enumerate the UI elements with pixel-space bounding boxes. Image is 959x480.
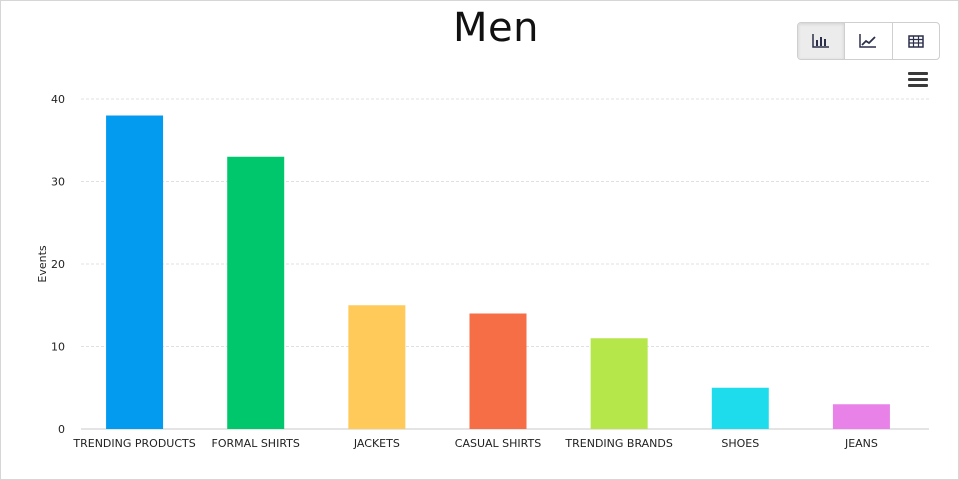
bar-chart-button[interactable] <box>798 23 846 59</box>
bar[interactable] <box>590 338 648 429</box>
y-axis-labels: 0 10 20 30 40 <box>51 93 65 436</box>
chart-title: Men <box>453 5 539 51</box>
x-tick-label: TRENDING PRODUCTS <box>72 437 195 450</box>
bar[interactable] <box>348 305 406 429</box>
x-tick-label: SHOES <box>721 437 759 450</box>
bars <box>106 115 890 430</box>
y-tick-label: 20 <box>51 258 65 271</box>
y-tick-label: 40 <box>51 93 65 106</box>
table-view-button[interactable] <box>893 23 939 59</box>
table-icon <box>908 34 924 48</box>
hamburger-menu-icon[interactable] <box>908 72 928 90</box>
bar-chart-icon <box>812 34 830 48</box>
line-chart-icon <box>859 34 877 48</box>
bar[interactable] <box>106 115 164 430</box>
chart-type-toggle <box>797 22 940 60</box>
x-tick-label: TRENDING BRANDS <box>564 437 672 450</box>
x-tick-label: CASUAL SHIRTS <box>455 437 541 450</box>
bar[interactable] <box>469 313 527 430</box>
bar[interactable] <box>711 387 769 429</box>
y-tick-label: 0 <box>58 423 65 436</box>
bar[interactable] <box>832 404 890 429</box>
line-chart-button[interactable] <box>845 23 893 59</box>
x-tick-label: JACKETS <box>353 437 400 450</box>
bar[interactable] <box>227 156 285 429</box>
x-tick-label: FORMAL SHIRTS <box>212 437 300 450</box>
y-axis-title: Events <box>36 245 49 283</box>
y-tick-label: 30 <box>51 176 65 189</box>
x-axis-labels: TRENDING PRODUCTS FORMAL SHIRTS JACKETS CAS… <box>72 437 878 450</box>
x-tick-label: JEANS <box>844 437 878 450</box>
y-tick-label: 10 <box>51 341 65 354</box>
